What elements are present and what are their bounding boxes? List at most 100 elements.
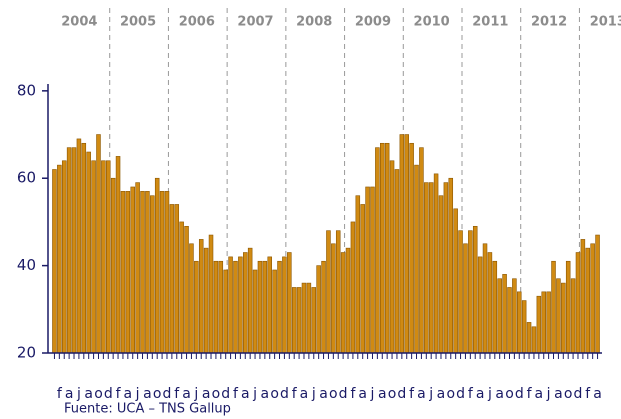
bar: [81, 142, 87, 354]
bar: [448, 177, 454, 354]
bar: [380, 142, 385, 354]
bar: [208, 234, 214, 354]
bar: [541, 291, 546, 354]
x-tick-label: j: [428, 386, 433, 402]
bar: [590, 243, 595, 354]
year-label: 2004: [61, 15, 97, 30]
bar: [419, 147, 424, 354]
x-tick-label: f: [409, 386, 415, 402]
x-tick-label: o: [153, 386, 162, 402]
bar: [71, 147, 77, 354]
bar: [198, 239, 204, 354]
bar: [502, 274, 507, 354]
bar: [570, 278, 576, 354]
bar: [130, 186, 135, 354]
x-tick-label: j: [135, 386, 140, 402]
x-tick-label: a: [495, 386, 504, 402]
year-label: 2010: [414, 15, 450, 30]
bar: [169, 204, 175, 354]
bar: [536, 295, 542, 354]
x-tick-label: a: [319, 386, 328, 402]
bar: [57, 164, 62, 354]
x-tick-label: j: [487, 386, 492, 402]
bar: [145, 191, 150, 354]
bar: [252, 269, 258, 354]
x-tick-label: j: [193, 386, 198, 402]
bar: [76, 138, 82, 354]
bar: [521, 300, 527, 354]
bar: [277, 260, 282, 354]
x-tick-label: f: [174, 386, 180, 402]
bar: [468, 230, 473, 354]
bar: [355, 195, 361, 354]
bar: [443, 182, 449, 354]
bar: [531, 326, 537, 354]
x-tick-label: o: [94, 386, 103, 402]
bar: [106, 160, 111, 354]
bar: [360, 204, 365, 354]
bar: [561, 282, 566, 354]
x-tick-label: a: [358, 386, 367, 402]
x-tick-label: a: [535, 386, 544, 402]
x-tick-label: f: [468, 386, 474, 402]
x-tick-label: o: [505, 386, 514, 402]
bar: [247, 247, 253, 354]
bar: [296, 287, 302, 354]
x-tick-label: o: [446, 386, 455, 402]
bar: [135, 182, 140, 354]
bar: [551, 260, 556, 354]
x-tick-label: a: [202, 386, 211, 402]
x-tick-label: a: [300, 386, 309, 402]
bar: [218, 260, 224, 354]
year-label: 2006: [179, 15, 215, 30]
bar: [428, 182, 434, 354]
bar: [546, 291, 551, 354]
x-tick-label: a: [417, 386, 426, 402]
x-tick-label: o: [564, 386, 573, 402]
bar: [477, 256, 483, 354]
x-tick-label: f: [57, 386, 63, 402]
bar: [526, 322, 532, 354]
bar: [424, 182, 429, 354]
bar: [91, 160, 96, 354]
x-tick-label: o: [270, 386, 279, 402]
bar: [340, 252, 346, 354]
bar: [291, 287, 297, 354]
x-tick-label: d: [574, 386, 583, 402]
bar: [331, 243, 336, 354]
x-tick-label: a: [143, 386, 152, 402]
bar: [154, 177, 160, 354]
x-tick-label: d: [221, 386, 230, 402]
bar: [66, 147, 72, 354]
bar: [110, 177, 116, 354]
x-tick-label: d: [397, 386, 406, 402]
x-tick-label: j: [252, 386, 257, 402]
x-tick-label: d: [515, 386, 524, 402]
bar: [184, 225, 189, 354]
bar: [487, 252, 493, 354]
bar: [125, 191, 131, 354]
x-tick-label: o: [388, 386, 397, 402]
x-tick-label: j: [311, 386, 316, 402]
bar: [438, 195, 444, 354]
bar: [492, 260, 498, 354]
x-tick-label: d: [104, 386, 113, 402]
bar: [306, 282, 312, 354]
x-tick-label: a: [554, 386, 563, 402]
bar: [311, 287, 317, 354]
bar: [595, 234, 600, 354]
bar: [174, 204, 180, 354]
bar: [282, 256, 287, 354]
bar: [61, 160, 67, 354]
bar: [375, 147, 380, 354]
bar: [179, 221, 184, 354]
bar: [243, 252, 248, 354]
bar: [458, 230, 463, 354]
bar: [370, 186, 375, 354]
bar: [86, 151, 91, 354]
x-tick-label: a: [84, 386, 93, 402]
year-label: 2012: [531, 15, 567, 30]
bar: [101, 160, 106, 354]
x-tick-label: d: [456, 386, 465, 402]
